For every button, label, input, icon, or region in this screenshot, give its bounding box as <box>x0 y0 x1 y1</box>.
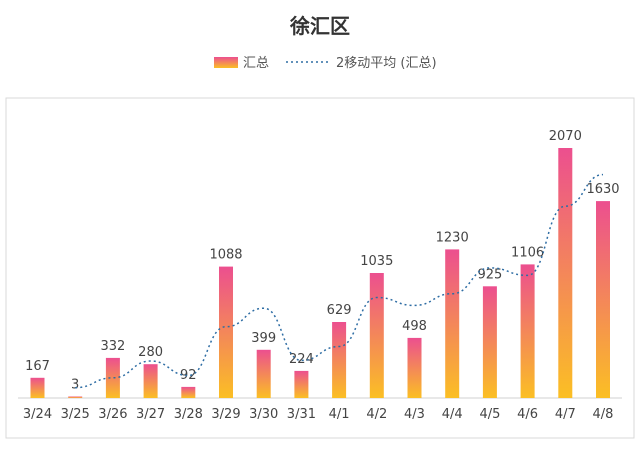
x-tick-label: 4/3 <box>404 407 425 422</box>
bar <box>68 396 83 398</box>
x-tick-label: 3/26 <box>98 407 127 422</box>
bar-labels-group: 167 3 332 280 92 1088 399 224 629 1035 498 1230 925 1… <box>25 129 619 393</box>
bar <box>256 349 271 398</box>
bar-value-label: 629 <box>327 303 352 318</box>
x-tick-label: 4/4 <box>442 407 463 422</box>
bar-value-label: 925 <box>477 267 502 282</box>
x-tick-label: 4/6 <box>517 407 538 422</box>
bar-value-label: 1106 <box>511 245 544 260</box>
bar-value-label: 399 <box>251 331 276 346</box>
legend-swatch-bar <box>214 57 238 68</box>
x-tick-label: 4/1 <box>329 407 350 422</box>
x-tick-label: 3/27 <box>136 407 165 422</box>
x-tick-label: 3/31 <box>287 407 316 422</box>
x-tick-label: 4/7 <box>555 407 576 422</box>
x-tick-label: 3/24 <box>23 407 52 422</box>
chart-title: 徐汇区 <box>289 14 350 38</box>
legend-label-line: 2移动平均 (汇总) <box>336 56 437 71</box>
legend-label-bar: 汇总 <box>243 56 269 71</box>
bar-value-label: 224 <box>289 352 314 367</box>
bar <box>482 286 497 398</box>
x-tick-label: 3/25 <box>61 407 90 422</box>
bar <box>596 201 610 398</box>
x-tick-label: 3/30 <box>249 407 278 422</box>
x-tick-labels-group: 3/24 3/25 3/26 3/27 3/28 3/29 3/30 3/31 4/1 4/2 4/… <box>23 407 614 422</box>
x-tick-label: 4/5 <box>479 407 500 422</box>
bar-value-label: 1088 <box>209 248 242 263</box>
bar-value-label: 3 <box>71 378 79 393</box>
bar <box>332 322 347 398</box>
moving-average-line <box>75 173 604 389</box>
bars-group <box>30 148 610 398</box>
x-tick-label: 3/28 <box>174 407 203 422</box>
bar-value-label: 1035 <box>360 254 393 269</box>
x-tick-label: 3/29 <box>211 407 240 422</box>
bar-value-label: 2070 <box>549 129 582 144</box>
bar <box>143 364 158 398</box>
legend: 汇总 2移动平均 (汇总) <box>214 56 437 71</box>
bar <box>445 249 460 398</box>
bar-value-label: 332 <box>100 339 125 354</box>
bar <box>30 377 45 398</box>
bar <box>181 386 196 398</box>
bar-value-label: 92 <box>180 368 197 383</box>
bar <box>219 266 233 398</box>
x-tick-label: 4/8 <box>593 407 614 422</box>
bar <box>294 370 309 398</box>
bar <box>105 357 120 398</box>
bar-value-label: 1230 <box>436 230 469 245</box>
bar <box>407 337 422 398</box>
bar <box>558 148 573 398</box>
bar <box>520 264 535 398</box>
bar-value-label: 167 <box>25 359 50 374</box>
bar-value-label: 280 <box>138 345 163 360</box>
x-tick-label: 4/2 <box>366 407 387 422</box>
bar <box>369 273 384 398</box>
bar-value-label: 498 <box>402 319 427 334</box>
bar-value-label: 1630 <box>586 182 619 197</box>
plot-frame <box>5 97 635 439</box>
